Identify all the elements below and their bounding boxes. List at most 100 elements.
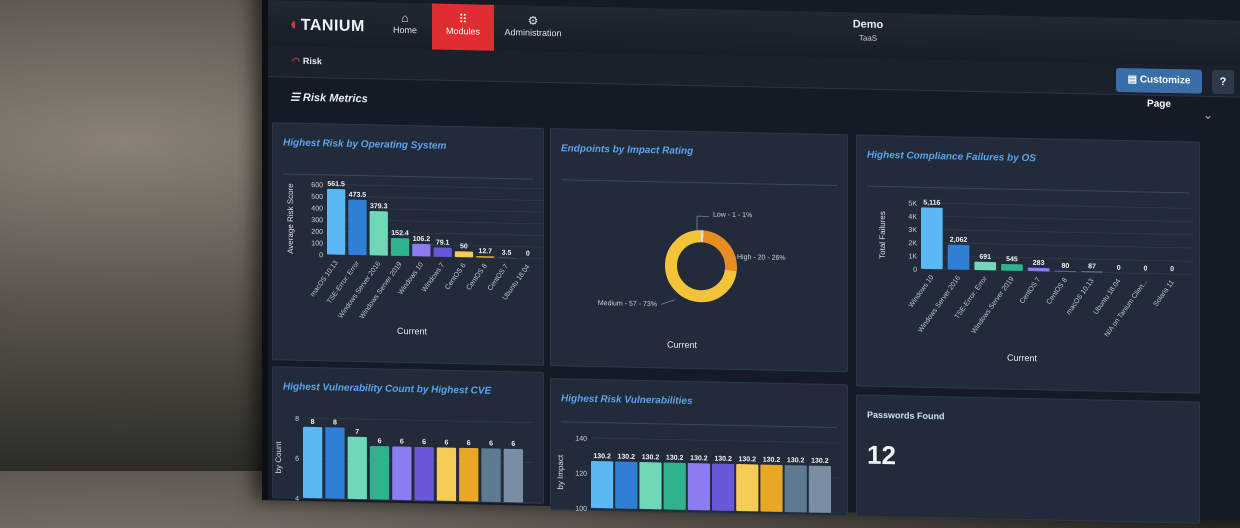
x-tick-label: CentOS 7 xyxy=(1019,276,1042,305)
data-label: 130.2 xyxy=(739,456,757,463)
breadcrumb[interactable]: ◠Risk xyxy=(292,56,322,68)
data-label: 130.2 xyxy=(593,453,611,460)
bar xyxy=(1001,264,1023,271)
data-label: 8 xyxy=(333,419,337,426)
data-label: 6 xyxy=(489,440,493,447)
data-label: 691 xyxy=(979,254,991,261)
panel-title: Highest Compliance Failures by OS xyxy=(867,150,1036,165)
y-tick-label: 600 xyxy=(311,182,323,189)
data-label: 0 xyxy=(526,251,530,258)
data-label: 130.2 xyxy=(666,455,684,462)
bar xyxy=(392,446,411,500)
data-label: 5,116 xyxy=(923,199,940,206)
nav-administration[interactable]: ⚙ Administration xyxy=(498,5,568,52)
y-axis-label: by Impact xyxy=(556,454,565,490)
risk-icon: ◠ xyxy=(292,56,300,66)
bar xyxy=(809,466,831,513)
data-label: 130.2 xyxy=(763,457,781,464)
data-label: 106.2 xyxy=(413,236,431,243)
nav-modules-label: Modules xyxy=(446,26,480,37)
chevron-down-icon[interactable]: ⌄ xyxy=(1203,108,1213,122)
data-label: 561.5 xyxy=(327,181,345,188)
customize-page-button[interactable]: ▤ Customize Page xyxy=(1116,68,1202,94)
x-tick-label: Windows Server 2016 xyxy=(337,260,382,319)
slice-label: Medium - 57 - 73% xyxy=(598,300,657,308)
bar xyxy=(437,447,456,501)
bar xyxy=(415,447,434,501)
grid-line xyxy=(303,418,533,423)
help-button[interactable]: ? xyxy=(1212,70,1234,94)
x-axis-label: Current xyxy=(1007,353,1037,364)
leader-line xyxy=(661,299,675,304)
bar xyxy=(760,465,782,512)
bar xyxy=(1028,268,1050,272)
data-label: 473.5 xyxy=(349,192,367,199)
tanium-logo[interactable]: ◖TANIUM xyxy=(288,15,365,37)
panel-passwords-found: Passwords Found 12 xyxy=(856,394,1200,523)
bar xyxy=(664,463,686,510)
y-tick-label: 140 xyxy=(575,436,587,443)
bar xyxy=(921,207,943,269)
grid-line xyxy=(591,438,841,443)
y-tick-label: 0 xyxy=(913,267,917,274)
data-label: 283 xyxy=(1033,260,1045,267)
bar xyxy=(348,200,366,256)
nav-administration-label: Administration xyxy=(504,27,561,38)
passwords-found-value: 12 xyxy=(867,440,896,472)
data-label: 130.2 xyxy=(714,456,732,463)
data-label: 0 xyxy=(1170,266,1174,273)
data-label: 6 xyxy=(400,439,404,446)
data-label: 0 xyxy=(1143,265,1147,272)
data-label: 2,062 xyxy=(950,237,968,244)
y-tick-label: 100 xyxy=(311,240,323,247)
data-label: 6 xyxy=(467,440,471,447)
home-icon: ⌂ xyxy=(380,10,430,25)
x-tick-label: CentOS 8 xyxy=(466,263,489,292)
bar xyxy=(974,262,996,271)
slice-label: Low - 1 - 1% xyxy=(713,211,752,219)
y-tick-label: 300 xyxy=(311,217,323,224)
section-title: ☰ Risk Metrics xyxy=(290,91,368,106)
data-label: 152.4 xyxy=(391,230,409,237)
bar xyxy=(688,463,710,510)
data-label: 130.2 xyxy=(811,458,829,465)
bar xyxy=(303,427,322,499)
panel-vulnerability-count: Highest Vulnerability Count by Highest C… xyxy=(272,366,544,504)
y-tick-label: 8 xyxy=(295,416,299,423)
y-tick-label: 400 xyxy=(311,205,323,212)
data-label: 379.3 xyxy=(370,203,388,210)
data-label: 130.2 xyxy=(787,457,805,464)
grid-line xyxy=(327,184,543,189)
x-tick-label: Windows 10 xyxy=(908,274,936,309)
nav-home-label: Home xyxy=(393,25,417,36)
bar xyxy=(481,448,500,502)
bar-chart-risk-vulns: 140 120 100 by Impact 130.2 130.2 130.2 130.2 13… xyxy=(551,423,847,519)
tenant-switcher[interactable]: Demo TaaS xyxy=(748,16,988,45)
y-tick-label: 120 xyxy=(575,471,587,478)
y-axis-label: Total Failures xyxy=(878,211,887,259)
slice-label: High - 20 - 26% xyxy=(737,254,786,262)
data-label: 545 xyxy=(1006,256,1018,263)
data-label: 130.2 xyxy=(618,454,636,461)
data-label: 3.5 xyxy=(502,250,512,257)
panel-title: Highest Vulnerability Count by Highest C… xyxy=(283,381,491,396)
nav-home[interactable]: ⌂ Home xyxy=(380,2,430,49)
customize-label: Customize Page xyxy=(1140,74,1191,110)
x-tick-label: CentOS 7 xyxy=(487,263,510,292)
donut-chart-impact: Low - 1 - 1% High - 20 - 26% Medium - 57 -… xyxy=(551,173,847,339)
panel-title: Endpoints by Impact Rating xyxy=(561,143,693,157)
data-label: 6 xyxy=(422,439,426,446)
data-label: 6 xyxy=(378,438,382,445)
y-tick-label: 4K xyxy=(908,214,917,221)
logo-text: TANIUM xyxy=(301,17,365,35)
panel-endpoints-by-impact: Endpoints by Impact Rating Low - 1 - 1% H… xyxy=(550,128,848,372)
data-label: 80 xyxy=(1061,263,1069,270)
data-label: 79.1 xyxy=(436,239,450,246)
bar xyxy=(434,247,452,257)
nav-modules[interactable]: ⠿ Modules xyxy=(432,4,494,51)
y-tick-label: 100 xyxy=(575,506,587,513)
